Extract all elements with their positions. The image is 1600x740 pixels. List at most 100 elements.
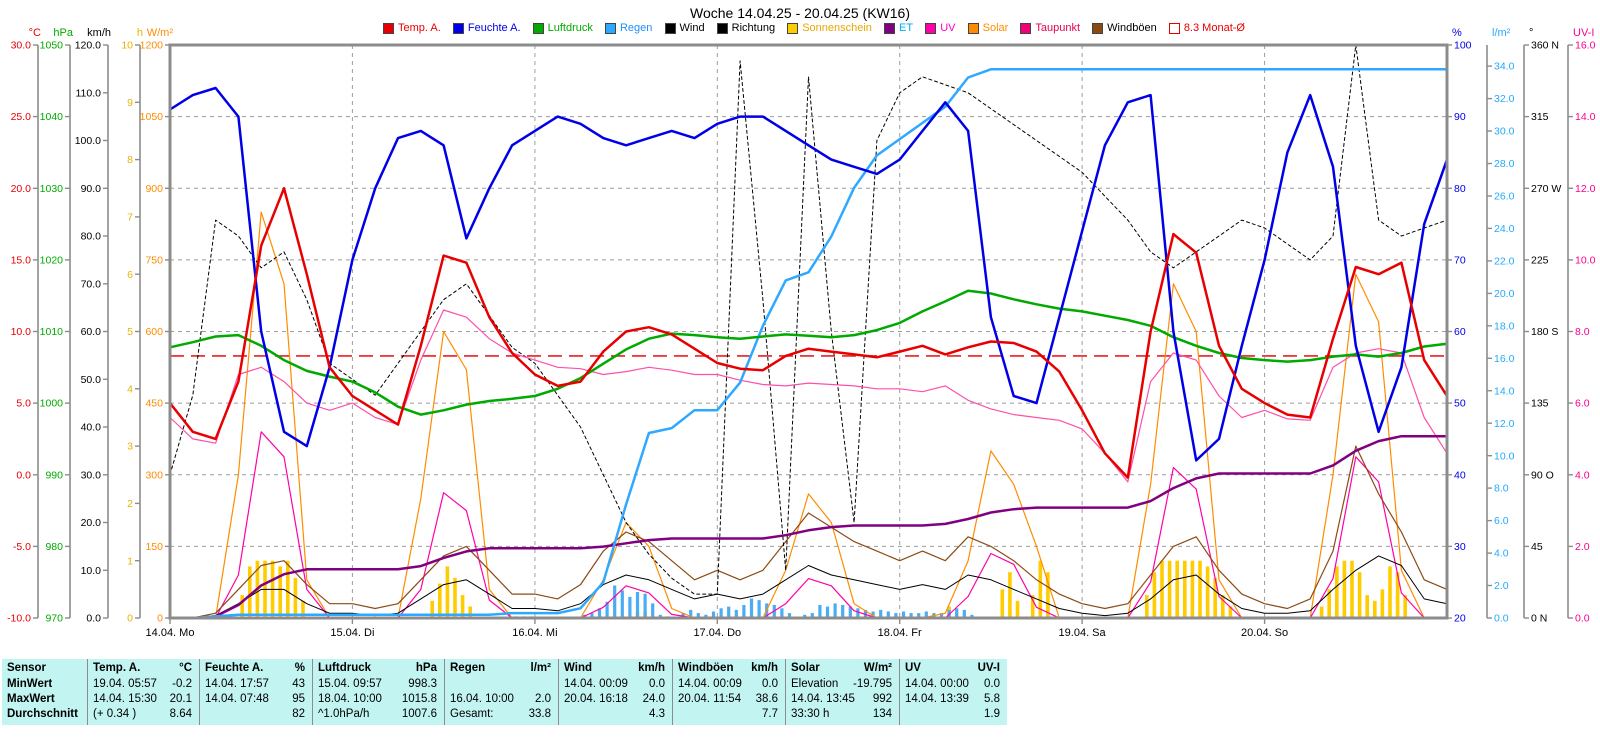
- legend-item-et: ET: [884, 22, 913, 34]
- axis-tick: 1050: [140, 111, 164, 123]
- axis-tick: 180 S: [1531, 326, 1558, 338]
- axis-header: °: [1529, 27, 1533, 39]
- axis-tick: 360 N: [1531, 40, 1559, 52]
- column-header: Feuchte A.%: [205, 662, 305, 674]
- axis-tick: 3: [127, 441, 133, 453]
- x-axis-label: 19.04. Sa: [1059, 627, 1107, 639]
- legend-item-taupunkt: Taupunkt: [1020, 22, 1080, 34]
- sunshine-bar: [1373, 600, 1377, 618]
- legend-swatch: [664, 22, 676, 34]
- axis-tick: 34.0: [1494, 61, 1515, 73]
- series-Taupunkt: [169, 309, 1448, 483]
- sunshine-bar: [1030, 595, 1035, 618]
- axis-tick: 270 W: [1531, 183, 1561, 195]
- rain-bar: [658, 614, 662, 618]
- axis-tick: 970: [45, 613, 63, 625]
- row-header: Sensor: [7, 662, 46, 674]
- table-cell: 14.04. 13:39 5.8: [905, 693, 1000, 705]
- rain-bar: [879, 609, 883, 618]
- rain-bar: [787, 613, 792, 618]
- rain-bar: [939, 613, 944, 618]
- axis-tick: 24.0: [1494, 223, 1515, 235]
- x-axis-label: 16.04. Mi: [512, 627, 557, 639]
- axis-tick: 70.0: [81, 278, 102, 290]
- sunshine-bar: [1342, 560, 1347, 618]
- table-cell: 19.04. 05:57 -0.2: [93, 678, 192, 690]
- axis-tick: 0.0: [16, 469, 31, 481]
- series-ET: [168, 434, 1449, 620]
- legend-item-uv: UV: [925, 22, 956, 34]
- axis-tick: 30: [1454, 541, 1466, 553]
- rain-bar: [727, 606, 731, 618]
- table-column-wind: Wind km/h 14.04. 00:09 0.0 20.04. 16:18 24.0 4…: [558, 659, 673, 725]
- axis-tick: 225: [1531, 255, 1549, 267]
- table-cell: 20.04. 16:18 24.0: [564, 693, 665, 705]
- sunshine-bar: [468, 606, 472, 618]
- axis-tick: 30.0: [11, 40, 32, 52]
- axis-tick: 14.0: [1494, 385, 1515, 397]
- axis-tick: 30.0: [1494, 126, 1515, 138]
- legend-swatch: [925, 22, 937, 34]
- sunshine-bar: [1175, 560, 1179, 618]
- table-cell: 14.04. 15:30 20.1: [93, 693, 192, 705]
- rain-bar: [841, 605, 845, 618]
- legend-label: Wind: [679, 22, 705, 34]
- table-column-uv: UV UV-I 14.04. 00:00 0.0 14.04. 13:39 5.8 1.9: [899, 659, 1008, 725]
- table-cell: 14.04. 13:45 992: [791, 693, 892, 705]
- table-cell: ^1.0hPa/h 1007.6: [318, 708, 437, 720]
- sunshine-bar: [301, 600, 305, 618]
- axis-tick: 12.0: [1494, 418, 1515, 430]
- axis-tick: 1020: [40, 255, 64, 267]
- series-Luftdruck: [168, 289, 1449, 416]
- axis-tick: -10.0: [7, 613, 31, 625]
- axis-tick: 0: [127, 613, 133, 625]
- table-cell: (+ 0.34 ) 8.64: [93, 708, 192, 720]
- legend-label: Richtung: [731, 22, 776, 34]
- column-header: Temp. A. °C: [93, 662, 192, 674]
- axis-tick: 600: [145, 326, 163, 338]
- sunshine-bar: [1205, 566, 1210, 618]
- x-axis-label: 14.04. Mo: [146, 627, 195, 639]
- axis-tick: 28.0: [1494, 158, 1515, 170]
- legend-swatch: [716, 22, 728, 34]
- table-cell: 20.04. 11:54 38.6: [678, 693, 778, 705]
- x-axis-label: 20.04. So: [1241, 627, 1288, 639]
- legend-label: UV: [940, 22, 956, 34]
- table-cell: 33:30 h 134: [791, 708, 892, 720]
- legend-swatch: [967, 22, 979, 34]
- table-cell: 14.04. 00:09 0.0: [678, 678, 778, 690]
- rain-bar: [711, 611, 716, 618]
- axis-tick: 4.0: [1575, 469, 1590, 481]
- sunshine-bar: [1403, 595, 1407, 618]
- axis-tick: 10.0: [11, 326, 32, 338]
- sunshine-bar: [1228, 606, 1233, 618]
- table-cell: 18.04. 10:00 1015.8: [318, 693, 437, 705]
- axis-tick: 1010: [40, 326, 64, 338]
- column-header: Regen l/m²: [450, 662, 551, 674]
- sunshine-bar: [1198, 560, 1202, 618]
- legend-item-richtung: Richtung: [716, 22, 776, 34]
- axis-tick: 120.0: [75, 40, 101, 52]
- x-axis-label: 17.04. Do: [693, 627, 741, 639]
- page-title: Woche 14.04.25 - 20.04.25 (KW16): [690, 5, 910, 21]
- sunshine-bar: [430, 600, 434, 618]
- rain-bar: [955, 608, 959, 618]
- axis-tick: 80: [1454, 183, 1466, 195]
- axis-tick: 20.0: [11, 183, 32, 195]
- legend-swatch: [604, 22, 616, 34]
- axis-tick: 1000: [40, 398, 64, 410]
- axis-tick: 8.0: [1494, 483, 1509, 495]
- rain-bar: [825, 606, 830, 618]
- rain-bar: [780, 608, 784, 618]
- sunshine-bar: [453, 577, 457, 618]
- sunshine-bar: [438, 583, 442, 618]
- axis-tick: 90: [1454, 111, 1466, 123]
- table-cell: 14.04. 00:09 0.0: [564, 678, 665, 690]
- rain-bar: [886, 611, 890, 618]
- legend-label: Windböen: [1107, 22, 1157, 34]
- axis-tick: 2: [127, 498, 133, 510]
- sunshine-bar: [1388, 566, 1392, 618]
- sunshine-bar: [1167, 560, 1172, 618]
- sunshine-bar: [1327, 589, 1331, 618]
- rain-bar: [917, 613, 921, 618]
